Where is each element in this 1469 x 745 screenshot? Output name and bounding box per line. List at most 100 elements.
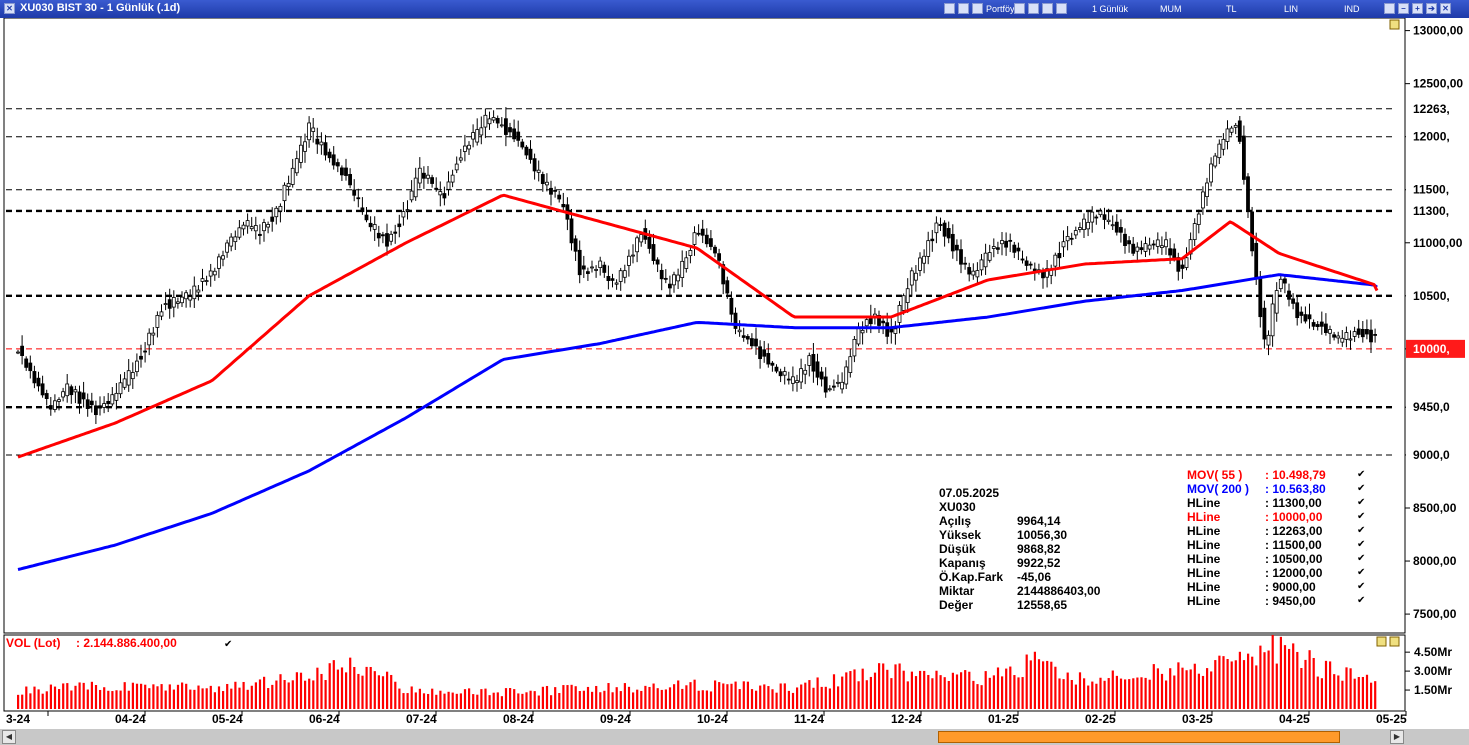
candle-body: [635, 237, 639, 253]
volume-bar: [988, 677, 991, 709]
volume-bar: [685, 685, 688, 709]
legend-check-icon[interactable]: ✔: [1357, 525, 1366, 536]
candle-body: [114, 392, 119, 401]
indicator-icon[interactable]: [1056, 3, 1067, 14]
info-value: 9868,82: [1017, 542, 1061, 556]
volume-bar: [230, 688, 233, 709]
scroll-thumb[interactable]: [938, 731, 1340, 743]
scroll-left-icon[interactable]: ◀: [2, 730, 16, 744]
legend-check-icon[interactable]: ✔: [1357, 483, 1366, 494]
candle-body: [1352, 331, 1357, 337]
candle-body: [61, 391, 65, 398]
minimize-icon[interactable]: –: [1398, 3, 1409, 14]
candle-body: [975, 270, 980, 278]
volume-bar: [1247, 653, 1250, 709]
price-panel-button-icon[interactable]: [1389, 19, 1400, 30]
volume-bar: [283, 680, 286, 709]
legend-value: : 10.563,80: [1265, 482, 1326, 496]
time-tick-label: 3-24: [6, 712, 30, 726]
volume-bar: [640, 690, 643, 709]
volume-bar: [1185, 670, 1188, 709]
legend-check-icon[interactable]: ✔: [1357, 595, 1366, 606]
volume-bar: [1152, 664, 1155, 709]
legend-check-icon[interactable]: ✔: [1357, 469, 1366, 480]
volume-bar: [1365, 674, 1369, 709]
maximize-icon[interactable]: +: [1412, 3, 1423, 14]
volume-bar: [857, 681, 860, 709]
legend-check-icon[interactable]: ✔: [1357, 567, 1366, 578]
legend-value: : 11500,00: [1265, 538, 1322, 552]
legend-check-icon[interactable]: ✔: [1357, 511, 1366, 522]
candle-body: [1295, 302, 1300, 319]
legend-row: HLine: 9000,00 ✔: [1187, 580, 1365, 594]
candle-body: [364, 214, 369, 221]
volume-bar: [406, 693, 409, 709]
candle-body: [618, 270, 623, 282]
legend-check-icon[interactable]: ✔: [1357, 553, 1366, 564]
candle-body: [581, 265, 586, 270]
volume-bar: [414, 692, 417, 709]
candle-body: [914, 272, 918, 281]
candle-body: [1028, 263, 1033, 266]
tool-icon[interactable]: [1014, 3, 1025, 14]
volume-bar: [398, 688, 401, 709]
candle-body: [1041, 271, 1045, 279]
legend-check-icon[interactable]: ✔: [1357, 497, 1366, 508]
volume-bar: [947, 680, 950, 709]
volume-bar: [287, 682, 290, 709]
candle-body: [848, 356, 853, 373]
currency-select[interactable]: TL: [1226, 4, 1237, 14]
trend-icon[interactable]: [1042, 3, 1053, 14]
volume-bar: [148, 688, 151, 709]
volume-bar: [1119, 678, 1123, 709]
volume-bar: [1296, 651, 1299, 709]
volume-panel-button-icon[interactable]: [1376, 636, 1387, 647]
layout-icon[interactable]: [944, 3, 955, 14]
legend-check-icon[interactable]: ✔: [1357, 539, 1366, 550]
close-icon[interactable]: ✕: [4, 3, 15, 14]
indicator-select[interactable]: IND: [1344, 4, 1360, 14]
candle-body: [516, 131, 521, 141]
legend-label: HLine: [1187, 594, 1221, 608]
chart-type-select[interactable]: MUM: [1160, 4, 1182, 14]
portfolio-menu[interactable]: Portföy: [986, 4, 1015, 14]
candle-body: [1061, 241, 1066, 248]
level-label-box: [1406, 99, 1465, 118]
candle-body: [1008, 239, 1013, 242]
volume-check-icon[interactable]: ✔: [224, 639, 232, 650]
candle-body: [704, 234, 709, 245]
info-label: Değer: [939, 598, 974, 612]
volume-bar: [103, 687, 106, 709]
scale-select[interactable]: LIN: [1284, 4, 1299, 14]
volume-bar: [1238, 651, 1241, 709]
print-icon[interactable]: [958, 3, 969, 14]
volume-panel-button-icon[interactable]: [1389, 636, 1400, 647]
arrow-icon[interactable]: ➔: [1426, 3, 1437, 14]
volume-bar: [927, 674, 930, 709]
volume-bar: [349, 657, 352, 709]
volume-bar: [980, 685, 983, 709]
period-select[interactable]: 1 Günlük: [1092, 4, 1129, 14]
candle-body: [393, 231, 398, 234]
candle-body: [1065, 236, 1070, 242]
legend-label: MOV( 55 ): [1187, 468, 1243, 482]
volume-bar: [1316, 676, 1319, 709]
edit-icon[interactable]: [972, 3, 983, 14]
candle-body: [1205, 182, 1209, 198]
mov-200-line: [17, 273, 1378, 571]
candle-body: [930, 238, 935, 242]
draw-icon[interactable]: [1028, 3, 1039, 14]
time-tick-label: 07-24: [406, 712, 437, 726]
tools-icon[interactable]: [1384, 3, 1395, 14]
horizontal-scrollbar[interactable]: ◀ ▶: [0, 729, 1469, 745]
candle-body: [741, 335, 746, 338]
volume-axis: 4.50Mr 3.00Mr 1.50Mr: [1405, 645, 1452, 697]
volume-bar: [476, 694, 479, 709]
scroll-right-icon[interactable]: ▶: [1390, 730, 1404, 744]
window-close-icon[interactable]: ✕: [1440, 3, 1451, 14]
volume-bar: [1103, 680, 1106, 709]
volume-bar: [17, 694, 20, 709]
candle-body: [946, 228, 951, 239]
legend-check-icon[interactable]: ✔: [1357, 581, 1366, 592]
candle-body: [1299, 311, 1304, 316]
